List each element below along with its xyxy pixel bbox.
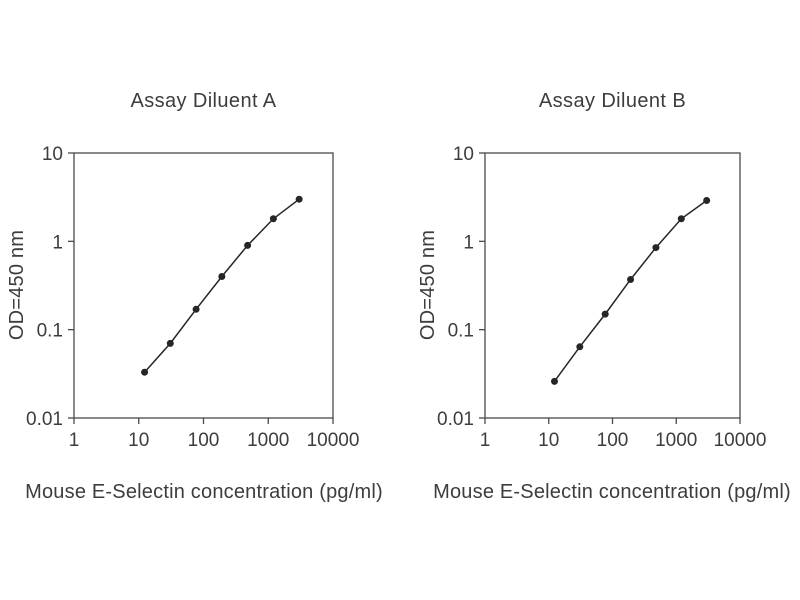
- plot-area: 1 10 100 1000 10000 0.01 0.1 1 10: [26, 144, 359, 451]
- series-line: [553, 199, 708, 382]
- y-tick-label: 0.1: [37, 321, 63, 342]
- data-point: [192, 305, 200, 313]
- y-tick-label: 10: [453, 144, 474, 165]
- data-point: [141, 368, 149, 376]
- data-point: [269, 215, 277, 223]
- x-axis-label: Mouse E-Selectin concentration (pg/ml): [25, 481, 383, 503]
- x-tick-label: 100: [597, 430, 629, 451]
- data-point: [295, 195, 303, 203]
- data-point: [601, 310, 609, 318]
- x-tick-label: 10: [538, 430, 559, 451]
- data-point: [166, 339, 174, 347]
- series-line: [144, 198, 300, 373]
- y-tick-label: 10: [42, 144, 63, 165]
- x-tick-label: 10000: [714, 430, 767, 451]
- x-tick-label: 1: [480, 430, 491, 451]
- data-point: [244, 241, 252, 249]
- data-point: [627, 275, 635, 283]
- plot-area: 1 10 100 1000 10000 0.01 0.1 1 10: [437, 144, 766, 451]
- data-point: [550, 377, 558, 385]
- x-axis-label: Mouse E-Selectin concentration (pg/ml): [433, 481, 791, 503]
- y-tick-label: 0.1: [448, 321, 474, 342]
- x-tick-label: 1: [69, 430, 80, 451]
- data-point: [576, 343, 584, 351]
- data-point: [652, 244, 660, 252]
- y-tick-label: 1: [463, 232, 474, 253]
- data-point: [677, 215, 685, 223]
- plot-frame: [73, 152, 334, 419]
- x-tick-label: 1000: [655, 430, 697, 451]
- y-tick-label: 0.01: [26, 409, 63, 430]
- plot-frame: [484, 152, 741, 419]
- y-tick-label: 0.01: [437, 409, 474, 430]
- chart-title: Assay Diluent A: [130, 90, 277, 112]
- data-point: [218, 272, 226, 280]
- x-tick-label: 10: [128, 430, 149, 451]
- y-tick-label: 1: [52, 232, 63, 253]
- chart-title: Assay Diluent B: [538, 90, 687, 112]
- x-tick-label: 100: [188, 430, 220, 451]
- data-point: [703, 196, 711, 204]
- x-tick-label: 1000: [247, 430, 289, 451]
- x-tick-label: 10000: [307, 430, 360, 451]
